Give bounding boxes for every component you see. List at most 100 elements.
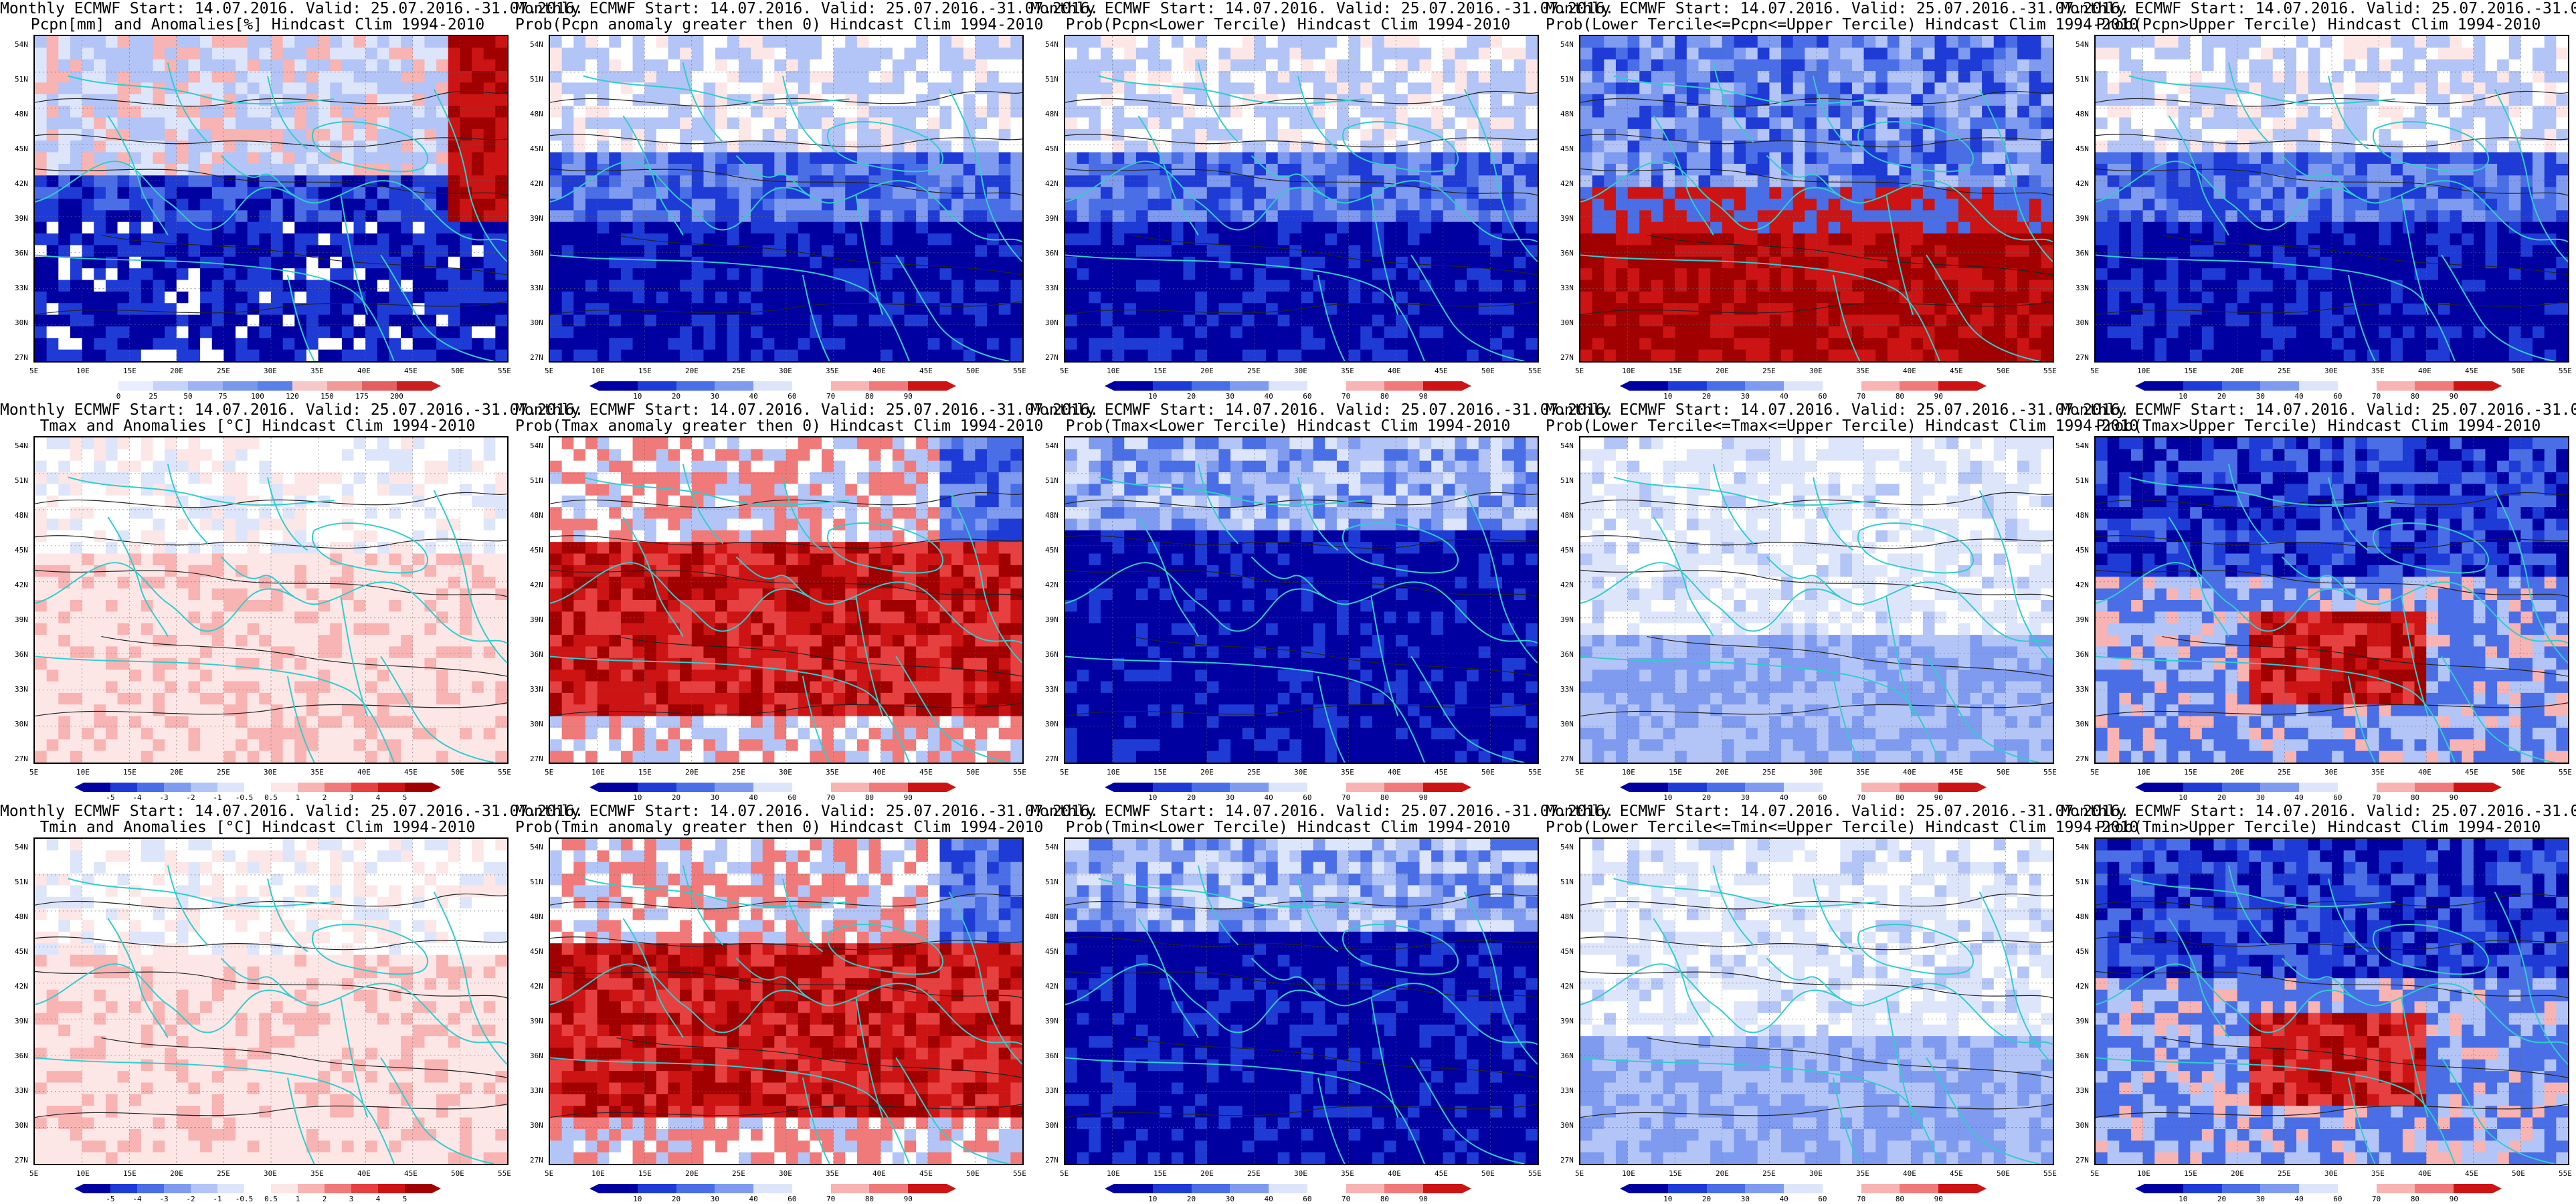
latitude-label: 39N (15, 214, 28, 223)
longitude-label: 15E (1669, 367, 1682, 375)
colorbar-tick-label: 60 (1818, 793, 1827, 802)
longitude-label: 45E (404, 768, 418, 777)
longitude-label: 45E (1435, 1169, 1448, 1178)
latitude-label: 48N (530, 912, 543, 921)
colorbar-tick-label: 40 (2294, 793, 2304, 802)
latitude-label: 30N (2076, 720, 2089, 728)
latitude-label: 48N (15, 110, 28, 118)
colorbar-swatch (2454, 1184, 2493, 1193)
longitude-label: 40E (2418, 1169, 2431, 1178)
longitude-label: 10E (1107, 1169, 1120, 1178)
colorbar-tick-label: 90 (903, 1195, 913, 1203)
longitude-label: 35E (1856, 1169, 1869, 1178)
colorbar-arrow-right (2492, 1184, 2502, 1193)
colorbar-swatch (110, 1184, 138, 1193)
colorbar-tick-label: -4 (132, 793, 142, 802)
colorbar: 10 20 30 40 60 70 80 90 (589, 783, 956, 802)
map-panel: Monthly ECMWF Start: 14.07.2016. Valid: … (0, 803, 583, 1204)
longitude-label: 15E (638, 1169, 652, 1178)
latitude-label: 36N (530, 650, 543, 659)
longitude-label: 45E (2465, 1169, 2478, 1178)
longitude-label: 20E (1716, 1169, 1729, 1178)
longitude-label: 15E (2184, 1169, 2197, 1178)
colorbar-arrow-right (1462, 783, 1471, 792)
colorbar-tick-label: 10 (633, 1195, 642, 1203)
longitude-label: 50E (2512, 367, 2525, 375)
map-panel: Monthly ECMWF Start: 14.07.2016. Valid: … (515, 0, 1099, 401)
colorbar-arrow-left (74, 381, 84, 391)
colorbar-tick-label: 40 (749, 793, 758, 802)
map-plot (2094, 436, 2569, 764)
colorbar-tick-label: 1 (295, 793, 300, 802)
colorbar-tick-label: -2 (186, 793, 195, 802)
longitude-label: 55E (2559, 1169, 2572, 1178)
colorbar-swatch (2454, 381, 2493, 391)
colorbar-swatch (1938, 1184, 1978, 1193)
map-plot (33, 436, 509, 764)
longitude-label: 20E (2231, 367, 2244, 375)
latitude-label: 30N (1560, 318, 1574, 327)
latitude-label: 30N (1045, 720, 1059, 728)
longitude-label: 30E (1809, 367, 1823, 375)
colorbar-tick-label: 40 (749, 1195, 758, 1203)
latitude-label: 27N (1045, 755, 1059, 763)
colorbar-tick-label: 30 (1740, 392, 1750, 401)
longitude-label: 50E (1481, 1169, 1495, 1178)
latitude-label: 48N (1045, 110, 1059, 118)
latitude-label: 42N (1045, 179, 1059, 188)
colorbar-tick-label: 10 (1148, 793, 1158, 802)
colorbar-swatch (217, 783, 245, 792)
colorbar-tick-label: 90 (2449, 793, 2458, 802)
map-plot (1579, 436, 2054, 764)
colorbar-arrow-left (1620, 381, 1629, 391)
latitude-label: 45N (2076, 947, 2089, 956)
latitude-label: 45N (1045, 947, 1059, 956)
colorbar-tick-label: 20 (2217, 392, 2227, 401)
longitude-label: 15E (1154, 367, 1167, 375)
longitude-label: 20E (170, 367, 183, 375)
latitude-label: 45N (2076, 144, 2089, 153)
colorbar-swatch (1629, 381, 1669, 391)
latitude-label: 45N (1045, 546, 1059, 555)
longitude-label: 10E (1107, 367, 1120, 375)
latitude-label: 54N (530, 843, 543, 851)
longitude-label: 20E (685, 1169, 699, 1178)
colorbar-swatch (2183, 381, 2223, 391)
colorbar: 10 20 30 40 60 70 80 90 (589, 1184, 956, 1203)
longitude-label: 15E (123, 768, 136, 777)
longitude-label: 45E (1950, 1169, 1963, 1178)
colorbar-swatch (1384, 1184, 1424, 1193)
colorbar-tick-label: 80 (2410, 793, 2420, 802)
colorbar-swatch (1191, 381, 1230, 391)
colorbar-swatch (2337, 381, 2377, 391)
colorbar-swatch (599, 381, 638, 391)
shaded-field (1580, 839, 2053, 1164)
latitude-label: 42N (2076, 982, 2089, 991)
longitude-label: 30E (264, 768, 277, 777)
coastlines (550, 62, 1022, 361)
colorbar-tick-label: 70 (826, 793, 836, 802)
longitude-label: 10E (1107, 768, 1120, 777)
latitude-label: 48N (15, 511, 28, 520)
colorbar-swatch (405, 1184, 432, 1193)
colorbar-arrow-right (2492, 783, 2502, 792)
colorbar-swatch (1706, 1184, 1746, 1193)
panel-title-line1: Monthly ECMWF Start: 14.07.2016. Valid: … (2061, 803, 2576, 820)
panel-title-line1: Monthly ECMWF Start: 14.07.2016. Valid: … (515, 401, 1099, 419)
latitude-label: 33N (1560, 685, 1574, 694)
longitude-label: 30E (264, 1169, 277, 1178)
longitude-label: 35E (310, 367, 324, 375)
colorbar-tick-label: 60 (1818, 1195, 1827, 1203)
panel-title-line2: Tmin and Anomalies [°C] Hindcast Clim 19… (39, 819, 476, 836)
longitude-label: 45E (1435, 367, 1448, 375)
longitude-label: 35E (1856, 367, 1869, 375)
latitude-label: 51N (1560, 476, 1574, 485)
colorbar-arrow-left (1620, 783, 1629, 792)
longitude-label: 40E (357, 1169, 371, 1178)
longitude-label: 30E (2324, 367, 2338, 375)
latitude-label: 27N (1560, 353, 1574, 362)
colorbar-tick-label: 30 (1225, 392, 1234, 401)
colorbar-tick-label: -0.5 (235, 793, 254, 802)
latitude-label: 54N (2076, 40, 2089, 49)
longitude-label: 10E (2137, 768, 2150, 777)
